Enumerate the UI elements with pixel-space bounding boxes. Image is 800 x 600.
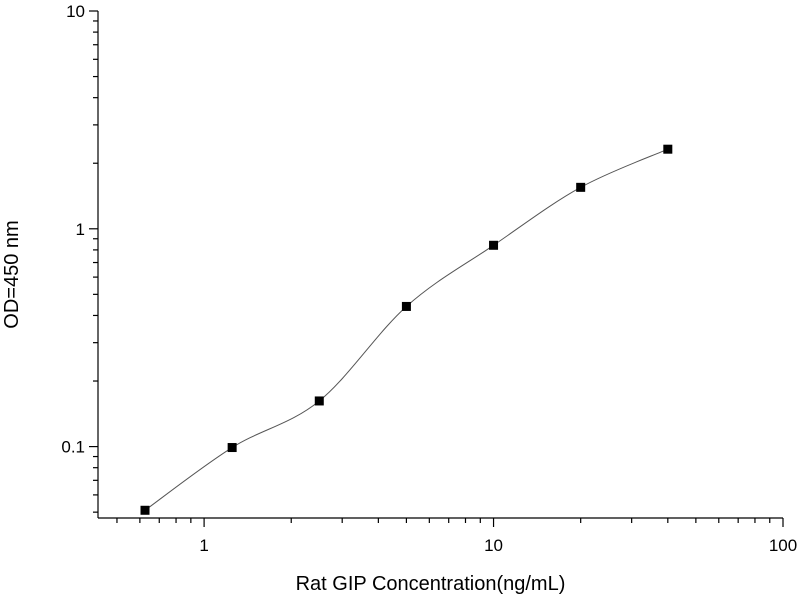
series-group (140, 144, 673, 515)
data-point-marker (140, 505, 150, 515)
x-tick-label: 10 (484, 536, 503, 555)
y-axis-ticks: 0.1 1 10 (61, 2, 98, 513)
x-axis-title: Rat GIP Concentration(ng/mL) (296, 573, 566, 595)
x-axis-ticks: 1 10 100 (116, 518, 797, 555)
x-tick-label: 1 (199, 536, 208, 555)
y-tick-label: 1 (76, 220, 85, 239)
y-tick-label: 0.1 (61, 438, 85, 457)
y-axis-title: OD=450 nm (1, 220, 23, 328)
data-point-marker (663, 144, 673, 154)
axes (97, 11, 783, 519)
y-tick-label: 10 (66, 2, 85, 21)
x-tick-label: 100 (769, 536, 797, 555)
data-point-marker (314, 396, 324, 406)
data-point-marker (401, 301, 411, 311)
data-point-marker (489, 240, 499, 250)
data-point-marker (227, 443, 237, 453)
data-point-marker (576, 182, 586, 192)
series-line (144, 148, 669, 511)
